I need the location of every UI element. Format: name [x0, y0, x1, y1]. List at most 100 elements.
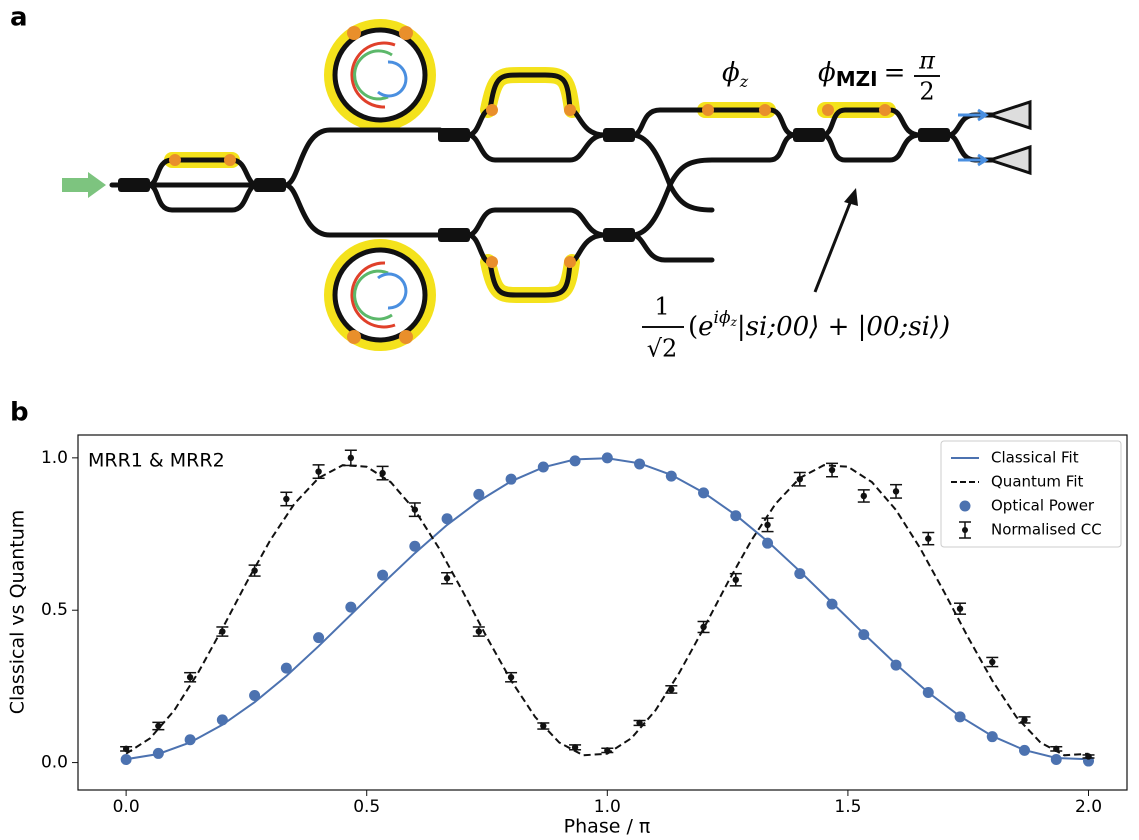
mzi-label: ϕMZI =	[818, 58, 905, 91]
x-tick-label: 2.0	[1075, 797, 1102, 817]
couplers	[118, 128, 950, 242]
data-point	[794, 568, 806, 580]
waveguides	[109, 19, 998, 351]
data-point	[634, 458, 646, 470]
data-point	[216, 714, 228, 726]
phase-subscript: z	[739, 72, 749, 91]
data-point	[283, 495, 290, 503]
phase-symbol: ϕ	[722, 58, 740, 88]
annotation: MRR1 & MRR2	[88, 450, 225, 472]
data-point	[347, 454, 355, 462]
heater-contacts	[169, 26, 891, 344]
data-point	[1019, 744, 1031, 756]
data-point	[473, 488, 485, 500]
data-point	[1050, 754, 1062, 766]
data-point	[668, 686, 675, 693]
panel-label: a	[10, 3, 28, 33]
state-open: (	[688, 312, 698, 342]
legend-label: Quantum Fit	[991, 473, 1083, 491]
data-point	[251, 567, 258, 574]
data-point	[986, 731, 998, 743]
data-point	[152, 747, 164, 759]
data-point	[443, 575, 451, 582]
data-point	[537, 461, 549, 473]
mzi-numerator: π	[918, 47, 936, 75]
pointer-arrow	[813, 197, 854, 293]
data-point	[379, 469, 386, 477]
legend: Classical Fit Quantum Fit Optical Power Nor…	[940, 440, 1122, 548]
data-point	[345, 601, 357, 613]
data-point	[954, 711, 966, 723]
mzi-equals: =	[884, 58, 906, 88]
x-axis-label: Phase / π	[564, 816, 651, 838]
data-point	[601, 452, 613, 464]
mzi-subscript: MZI	[836, 67, 878, 91]
data-point	[122, 745, 130, 753]
state-denominator: √2	[647, 335, 678, 363]
data-point	[892, 488, 900, 495]
panel-label: b	[10, 398, 29, 428]
x-tick-label: 1.0	[594, 797, 621, 817]
data-point	[698, 487, 710, 499]
x-tick-label: 1.5	[834, 797, 861, 817]
data-point	[764, 521, 771, 529]
data-point	[922, 686, 934, 698]
data-point	[507, 674, 515, 681]
data-point	[377, 569, 389, 581]
y-tick-label: 0.5	[41, 600, 68, 620]
data-point	[665, 470, 677, 482]
data-point	[280, 662, 292, 674]
data-point	[184, 734, 196, 746]
legend-frame	[940, 440, 1122, 548]
data-point	[956, 605, 964, 612]
data-point	[186, 674, 194, 681]
legend-label: Normalised CC	[991, 521, 1102, 539]
data-point	[249, 690, 261, 702]
data-point	[762, 537, 774, 549]
data-point	[571, 744, 579, 751]
data-point	[219, 628, 226, 635]
data-point	[858, 629, 870, 641]
data-point	[441, 513, 453, 525]
state-sup-subscript: z	[730, 315, 738, 329]
mzi-symbol: ϕ	[818, 58, 836, 88]
data-point	[700, 623, 707, 631]
legend-label: Classical Fit	[991, 449, 1079, 467]
state-numerator: 1	[654, 293, 669, 321]
y-tick-label: 1.0	[41, 448, 68, 468]
data-point	[860, 492, 867, 500]
data-point	[925, 535, 932, 542]
circuit-diagram: a	[10, 3, 1032, 363]
plot-frame	[77, 434, 1128, 791]
data-point	[796, 475, 803, 483]
ring-arrows	[350, 41, 408, 329]
state-superscript: iϕ	[714, 308, 731, 328]
data-point	[828, 466, 836, 474]
input-arrow	[62, 172, 106, 198]
data-point	[636, 719, 643, 727]
data-point	[313, 632, 325, 644]
x-tick-label: 0.5	[353, 797, 380, 817]
data-point	[890, 659, 902, 671]
data-point	[989, 658, 996, 666]
data-point	[475, 628, 483, 635]
data-point	[569, 455, 581, 467]
data-point	[411, 506, 419, 513]
data-point	[604, 747, 611, 754]
fit-line	[125, 464, 1089, 757]
y-tick-label: 0.0	[41, 753, 68, 773]
data-point	[409, 540, 421, 552]
grating-couplers	[958, 99, 1032, 176]
phase-label: ϕz	[722, 58, 749, 91]
data-point	[1053, 745, 1060, 753]
legend-swatch	[962, 527, 968, 533]
chart: b MRR1 & MRR2 Phase / π Classical vs Qua…	[7, 398, 1128, 838]
data-point	[540, 722, 547, 730]
legend-label: Optical Power	[991, 497, 1095, 515]
legend-swatch	[959, 500, 971, 512]
state-expression: (eiϕz|si;00⟩ + |00;si⟩)	[688, 308, 950, 343]
state-base: e	[698, 312, 713, 342]
data-point	[1021, 716, 1028, 724]
data-point	[155, 722, 162, 730]
